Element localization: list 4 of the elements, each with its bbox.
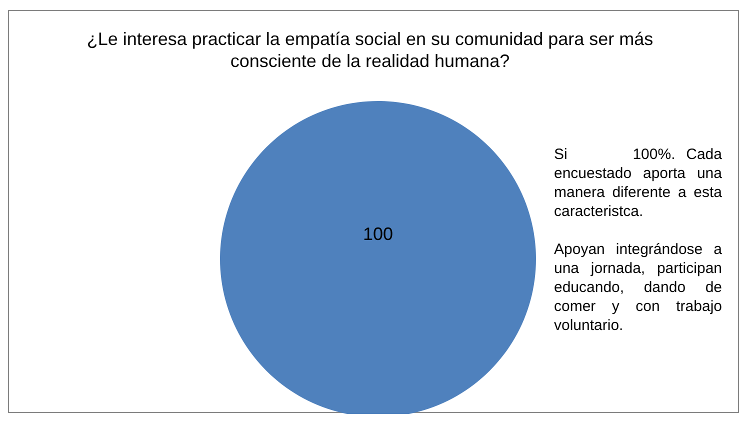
text: Si 100%. Cada encuestado aporta una manera diferente a esta caracteristca. [554, 145, 722, 221]
text: Apoyan integrándose a una jornada, participan educando, dando de comer y con trabajo voluntario. [554, 240, 722, 335]
chart-title: ¿Le interesa practicar la empatía social en su comunidad para ser más consciente de la realidad humana? [86, 28, 654, 72]
data-label: 100 [362, 224, 394, 244]
